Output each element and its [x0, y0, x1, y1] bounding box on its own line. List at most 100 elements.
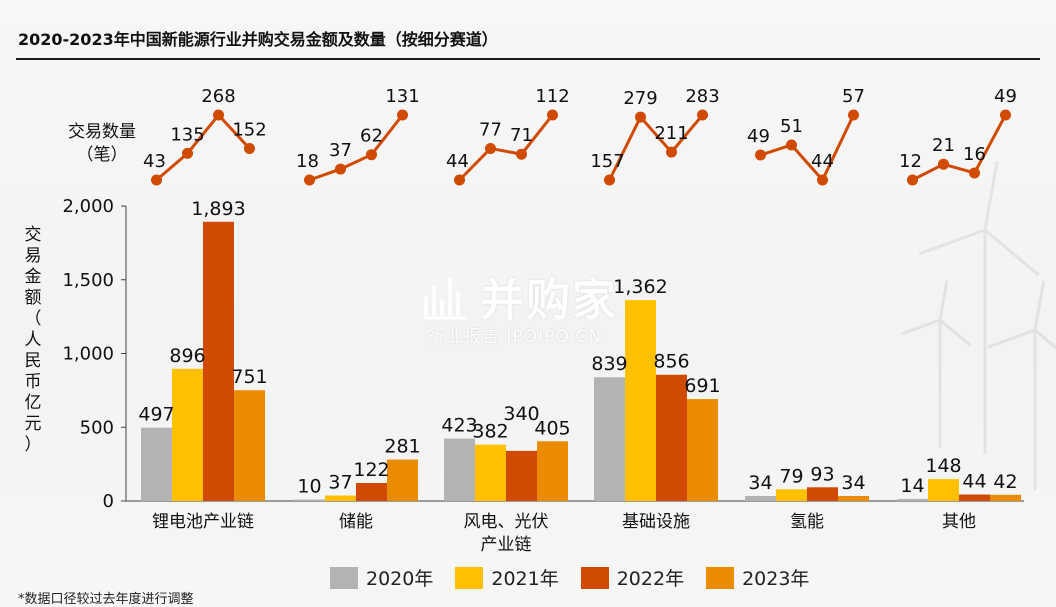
- bar-data-label: 751: [231, 366, 267, 388]
- deal-count-label: 18: [296, 151, 319, 172]
- legend-label-2021: 2021年: [491, 568, 559, 590]
- deal-count-point: [817, 174, 828, 186]
- legend-label-2020: 2020年: [366, 568, 434, 590]
- bar: [897, 498, 928, 501]
- legend-swatch-2021: [455, 566, 484, 589]
- deal-count-label: 交易数量 （笔）: [68, 122, 136, 165]
- deal-count-point: [516, 148, 527, 160]
- y-axis-label: 交易金额（人民币亿元）: [25, 225, 42, 455]
- bar-data-label: 34: [748, 472, 772, 494]
- deal-count-point: [604, 174, 615, 186]
- legend-item-2023: 2023年: [706, 564, 809, 591]
- bar-data-label: 405: [534, 417, 570, 439]
- deal-count-line: [458, 114, 554, 182]
- y-tick-label: 2,000: [62, 196, 114, 217]
- bar: [325, 495, 356, 501]
- title-divider: [16, 58, 1040, 60]
- x-category-label: 氢能: [790, 512, 824, 532]
- legend-label-2023: 2023年: [742, 568, 810, 590]
- background-decor: [901, 160, 1056, 490]
- deal-count-point: [485, 142, 496, 154]
- deal-count-point: [547, 109, 558, 121]
- deal-count-label: 57: [842, 86, 865, 107]
- bar-data-label: 122: [353, 459, 389, 481]
- deal-count-label: 16: [963, 144, 986, 165]
- deal-count-label: 71: [510, 125, 533, 146]
- bar-data-label: 896: [169, 345, 205, 367]
- deal-count-point: [151, 174, 162, 186]
- deal-count-label: 51: [780, 116, 803, 137]
- deal-count-label: 135: [170, 124, 204, 145]
- deal-count-label: 268: [201, 86, 235, 107]
- y-axis-title: 交易金额（人民币亿元）: [25, 225, 42, 455]
- chart-title: 2020-2023年中国新能源行业并购交易金额及数量（按细分赛道）: [18, 30, 498, 49]
- bar: [959, 494, 990, 501]
- legend-label-2022: 2022年: [616, 568, 685, 590]
- deal-count-point: [635, 111, 646, 123]
- bar: [745, 495, 776, 501]
- deal-count-label: 131: [385, 86, 419, 107]
- wind-turbine-icon: [918, 160, 1040, 454]
- bar-data-label: 856: [653, 351, 689, 373]
- bar: [990, 494, 1021, 501]
- legend: 2020年 2021年 2022年 2023年: [330, 564, 809, 591]
- deal-count-label: 49: [994, 86, 1017, 107]
- bar: [234, 390, 265, 501]
- legend-swatch-2020: [330, 566, 358, 589]
- bar-data-label: 497: [138, 404, 174, 426]
- bar: [387, 459, 418, 501]
- deal-count-line: [155, 112, 251, 182]
- bar: [687, 399, 718, 501]
- deal-count-label: 77: [479, 119, 502, 140]
- bar-data-label: 79: [779, 465, 803, 487]
- deal-count-label: 37: [329, 140, 352, 161]
- bar-data-label: 37: [328, 472, 352, 494]
- bar-data-label: 34: [841, 472, 865, 494]
- deal-count-label: 211: [654, 123, 688, 144]
- deal-count-point: [366, 149, 377, 161]
- bar: [506, 450, 537, 501]
- deal-count-label: 12: [899, 151, 922, 172]
- deal-count-label: 62: [360, 126, 383, 147]
- x-category-label: 锂电池产业链: [152, 512, 254, 532]
- deal-count-line: [760, 114, 855, 183]
- y-tick-label: 0: [103, 491, 114, 512]
- y-tick-label: 500: [80, 417, 114, 438]
- deal-count-point: [397, 109, 408, 121]
- watermark-subtext: 行业报告 IPOIPO.CN: [428, 327, 602, 347]
- wind-turbine-icon: [987, 280, 1056, 490]
- deal-count-point: [213, 109, 224, 121]
- x-category-label: 风电、光伏: [464, 512, 549, 532]
- deal-count-title: 交易数量: [68, 122, 136, 142]
- deal-count-point: [454, 174, 465, 186]
- bar-data-label: 1,362: [613, 276, 667, 298]
- bar: [807, 487, 838, 501]
- deal-count-line: [608, 114, 704, 181]
- bar: [776, 489, 807, 501]
- deal-count-point: [907, 174, 918, 186]
- legend-item-2020: 2020年: [330, 564, 433, 591]
- bar: [838, 495, 869, 501]
- bar: [475, 444, 506, 501]
- watermark: 并购家 行业报告 IPOIPO.CN: [420, 258, 630, 348]
- bar-data-label: 382: [472, 421, 508, 443]
- watermark-text: 并购家: [480, 275, 618, 326]
- y-tick-label: 1,000: [62, 344, 114, 365]
- legend-item-2022: 2022年: [580, 564, 685, 591]
- bar: [141, 427, 172, 501]
- y-axis: 0 500 1,000 1,500 2,000: [62, 196, 1024, 512]
- bar-series: [141, 221, 1021, 501]
- legend-swatch-2022: [580, 566, 609, 589]
- bar: [444, 438, 475, 501]
- bar: [928, 479, 959, 501]
- deal-count-point: [848, 109, 859, 121]
- x-category-label: 其他: [942, 512, 976, 532]
- deal-count-label: 157: [590, 151, 624, 172]
- legend-item-2021: 2021年: [455, 564, 559, 591]
- bar-data-label: 148: [925, 455, 961, 477]
- bar-data-label: 1,893: [191, 198, 245, 220]
- deal-count-unit: （笔）: [77, 145, 128, 165]
